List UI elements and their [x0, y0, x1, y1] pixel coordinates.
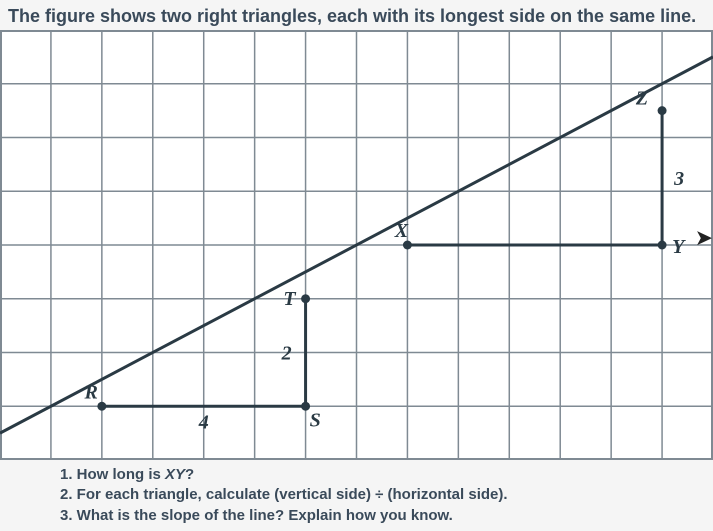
svg-text:T: T [283, 288, 296, 310]
svg-text:2: 2 [281, 343, 292, 365]
svg-text:S: S [310, 409, 321, 431]
svg-text:X: X [394, 220, 409, 242]
question-2: 2. For each triangle, calculate (vertica… [60, 485, 508, 505]
svg-text:Z: Z [635, 88, 648, 110]
cursor-icon: ➤ [695, 225, 713, 251]
svg-text:R: R [84, 381, 98, 403]
svg-text:3: 3 [673, 168, 684, 190]
page-title: The figure shows two right triangles, ea… [8, 6, 696, 27]
svg-text:4: 4 [198, 411, 209, 433]
question-1: 1. How long is XY? [60, 465, 508, 485]
svg-text:Y: Y [672, 236, 686, 258]
question-3: 3. What is the slope of the line? Explai… [60, 506, 508, 526]
question-list: 1. How long is XY? 2. For each triangle,… [60, 465, 508, 526]
grid-svg: R S T X Y Z 4 2 3 [0, 30, 713, 460]
figure: R S T X Y Z 4 2 3 [0, 30, 713, 460]
